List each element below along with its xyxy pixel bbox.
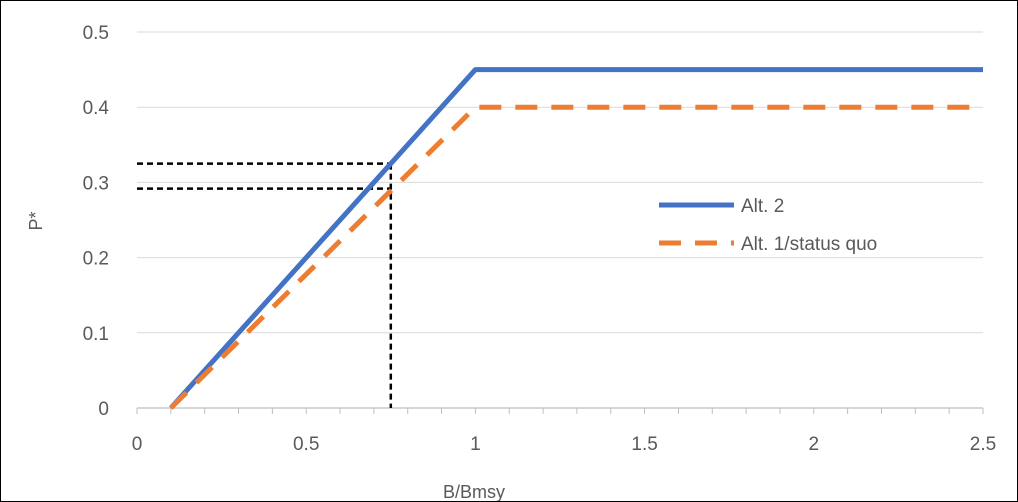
y-tick-label: 0.3 [83, 173, 109, 194]
reference-lines [137, 162, 393, 408]
x-axis [136, 407, 984, 414]
series-lines [168, 67, 983, 410]
x-axis-title: B/Bmsy [443, 482, 505, 501]
y-tick-label: 0.4 [83, 98, 110, 119]
legend: Alt. 2 Alt. 1/status quo [659, 196, 877, 255]
series-line-1 [168, 67, 983, 410]
y-tick-label: 0.2 [83, 249, 109, 270]
y-axis-title: P* [26, 211, 46, 230]
gridlines [137, 31, 983, 334]
y-tick-label: 0.1 [83, 324, 109, 345]
x-tick-label: 2 [809, 434, 820, 455]
x-tick-label: 0 [132, 434, 143, 455]
legend-label-2: Alt. 1/status quo [741, 234, 877, 255]
x-tick-label: 1 [470, 434, 481, 455]
legend-label-1: Alt. 2 [741, 196, 784, 217]
x-tick-label: 1.5 [631, 434, 657, 455]
tick-labels: 0 0.1 0.2 0.3 0.4 0.5 0 0.5 1 1.5 2 2.5 [83, 23, 997, 455]
x-tick-label: 2.5 [970, 434, 996, 455]
series-line-2 [169, 104, 983, 410]
x-tick-label: 0.5 [293, 434, 319, 455]
y-tick-label: 0 [98, 399, 109, 420]
y-tick-label: 0.5 [83, 23, 109, 44]
